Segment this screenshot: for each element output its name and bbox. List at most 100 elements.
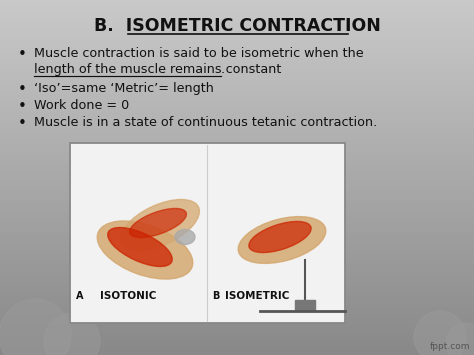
Bar xyxy=(0,318,474,323)
Bar xyxy=(0,223,474,227)
Text: Work done = 0: Work done = 0 xyxy=(34,99,129,112)
Bar xyxy=(0,343,474,348)
Bar xyxy=(0,233,474,238)
Bar xyxy=(0,315,474,320)
Text: •: • xyxy=(18,116,27,131)
Bar xyxy=(0,148,474,153)
Text: •: • xyxy=(18,47,27,62)
Bar xyxy=(0,297,474,302)
Bar xyxy=(0,113,474,117)
Bar xyxy=(0,258,474,263)
Bar xyxy=(0,166,474,170)
Bar xyxy=(0,88,474,92)
Circle shape xyxy=(44,313,100,355)
Bar xyxy=(0,333,474,337)
Bar xyxy=(0,269,474,273)
Bar xyxy=(0,187,474,192)
Bar xyxy=(0,105,474,110)
Bar xyxy=(0,109,474,114)
Bar xyxy=(0,230,474,234)
Bar xyxy=(0,226,474,231)
Bar xyxy=(0,237,474,241)
Bar xyxy=(0,169,474,174)
Bar xyxy=(0,201,474,206)
Bar xyxy=(0,45,474,50)
Bar xyxy=(0,251,474,256)
Bar xyxy=(0,283,474,288)
Circle shape xyxy=(0,299,71,355)
Bar xyxy=(0,91,474,96)
Bar xyxy=(0,304,474,309)
Bar xyxy=(0,77,474,82)
Bar xyxy=(0,180,474,185)
Bar xyxy=(0,10,474,14)
Bar xyxy=(0,81,474,85)
Bar xyxy=(0,276,474,280)
Ellipse shape xyxy=(238,217,326,263)
Bar xyxy=(0,162,474,167)
Bar xyxy=(0,152,474,156)
Bar xyxy=(0,212,474,217)
Bar xyxy=(0,176,474,181)
Ellipse shape xyxy=(129,208,186,237)
Bar xyxy=(0,262,474,266)
Bar xyxy=(0,95,474,99)
Bar xyxy=(0,290,474,295)
Bar xyxy=(0,134,474,138)
Bar xyxy=(0,350,474,355)
Bar xyxy=(0,311,474,316)
Bar xyxy=(0,120,474,124)
Bar xyxy=(0,38,474,43)
Text: Muscle contraction is said to be isometric when the: Muscle contraction is said to be isometr… xyxy=(34,47,364,60)
Bar xyxy=(0,144,474,149)
Bar xyxy=(0,272,474,277)
Bar xyxy=(0,98,474,103)
Bar xyxy=(0,336,474,341)
Text: •: • xyxy=(18,99,27,114)
Bar xyxy=(0,123,474,128)
Text: fppt.com: fppt.com xyxy=(429,342,470,351)
Bar xyxy=(0,247,474,252)
Bar xyxy=(0,49,474,53)
Bar xyxy=(0,294,474,298)
Bar xyxy=(0,159,474,163)
Bar xyxy=(0,265,474,270)
Text: ‘Iso’=same ‘Metric’= length: ‘Iso’=same ‘Metric’= length xyxy=(34,82,214,95)
Bar xyxy=(0,240,474,245)
Bar xyxy=(0,329,474,334)
Bar xyxy=(0,347,474,351)
Text: A: A xyxy=(76,291,83,301)
Bar xyxy=(0,70,474,75)
Bar xyxy=(0,66,474,71)
Bar xyxy=(0,42,474,46)
Bar xyxy=(0,215,474,220)
Circle shape xyxy=(414,311,466,355)
Bar xyxy=(0,27,474,32)
Circle shape xyxy=(446,323,474,355)
Text: B: B xyxy=(212,291,220,301)
Bar xyxy=(295,300,315,310)
Ellipse shape xyxy=(97,221,193,279)
Ellipse shape xyxy=(120,200,200,251)
Bar xyxy=(0,31,474,36)
Bar xyxy=(0,130,474,135)
Text: •: • xyxy=(18,82,27,97)
Text: ISOMETRIC: ISOMETRIC xyxy=(226,291,290,301)
Text: B.  ISOMETRIC CONTRACTION: B. ISOMETRIC CONTRACTION xyxy=(93,17,381,35)
Bar xyxy=(0,194,474,199)
Bar xyxy=(0,102,474,106)
Bar xyxy=(0,322,474,327)
Bar xyxy=(0,219,474,224)
Bar xyxy=(0,6,474,11)
Bar xyxy=(0,255,474,259)
Bar xyxy=(0,20,474,25)
Bar xyxy=(0,24,474,28)
Bar xyxy=(0,205,474,209)
Bar xyxy=(0,184,474,188)
Bar xyxy=(0,2,474,7)
Bar xyxy=(0,155,474,160)
Ellipse shape xyxy=(249,222,311,252)
Bar xyxy=(0,286,474,291)
Bar xyxy=(0,279,474,284)
Bar xyxy=(0,73,474,78)
